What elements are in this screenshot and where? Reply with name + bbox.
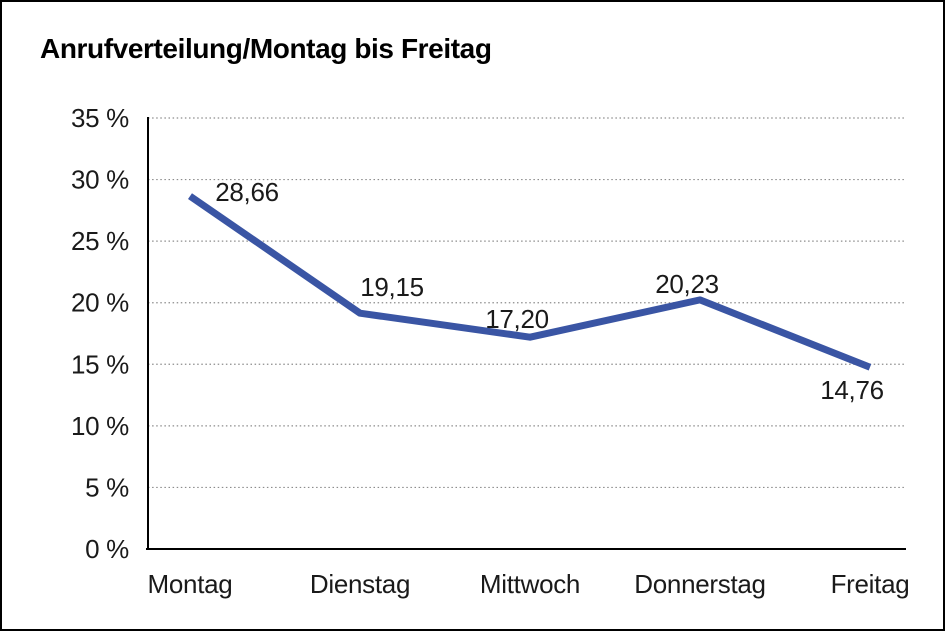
data-point-label: 14,76 <box>820 375 884 405</box>
y-tick-label: 15 % <box>71 349 129 379</box>
y-tick-label: 0 % <box>85 534 129 564</box>
x-category-label: Donnerstag <box>634 569 765 599</box>
y-tick-label: 5 % <box>85 472 129 502</box>
y-tick-label: 25 % <box>71 226 129 256</box>
y-tick-label: 30 % <box>71 165 129 195</box>
y-tick-label: 20 % <box>71 288 129 318</box>
data-point-label: 19,15 <box>360 272 424 302</box>
data-series-line <box>188 193 872 371</box>
x-category-label: Montag <box>148 569 233 599</box>
y-tick-label: 10 % <box>71 411 129 441</box>
chart-title: Anrufverteilung/Montag bis Freitag <box>40 33 492 64</box>
x-category-label: Mittwoch <box>480 569 580 599</box>
data-point-label: 28,66 <box>215 177 279 207</box>
x-category-label: Dienstag <box>310 569 410 599</box>
data-point-label: 20,23 <box>655 269 719 299</box>
x-category-label: Freitag <box>831 569 910 599</box>
y-tick-label: 35 % <box>71 103 129 133</box>
data-point-label: 17,20 <box>485 304 549 334</box>
